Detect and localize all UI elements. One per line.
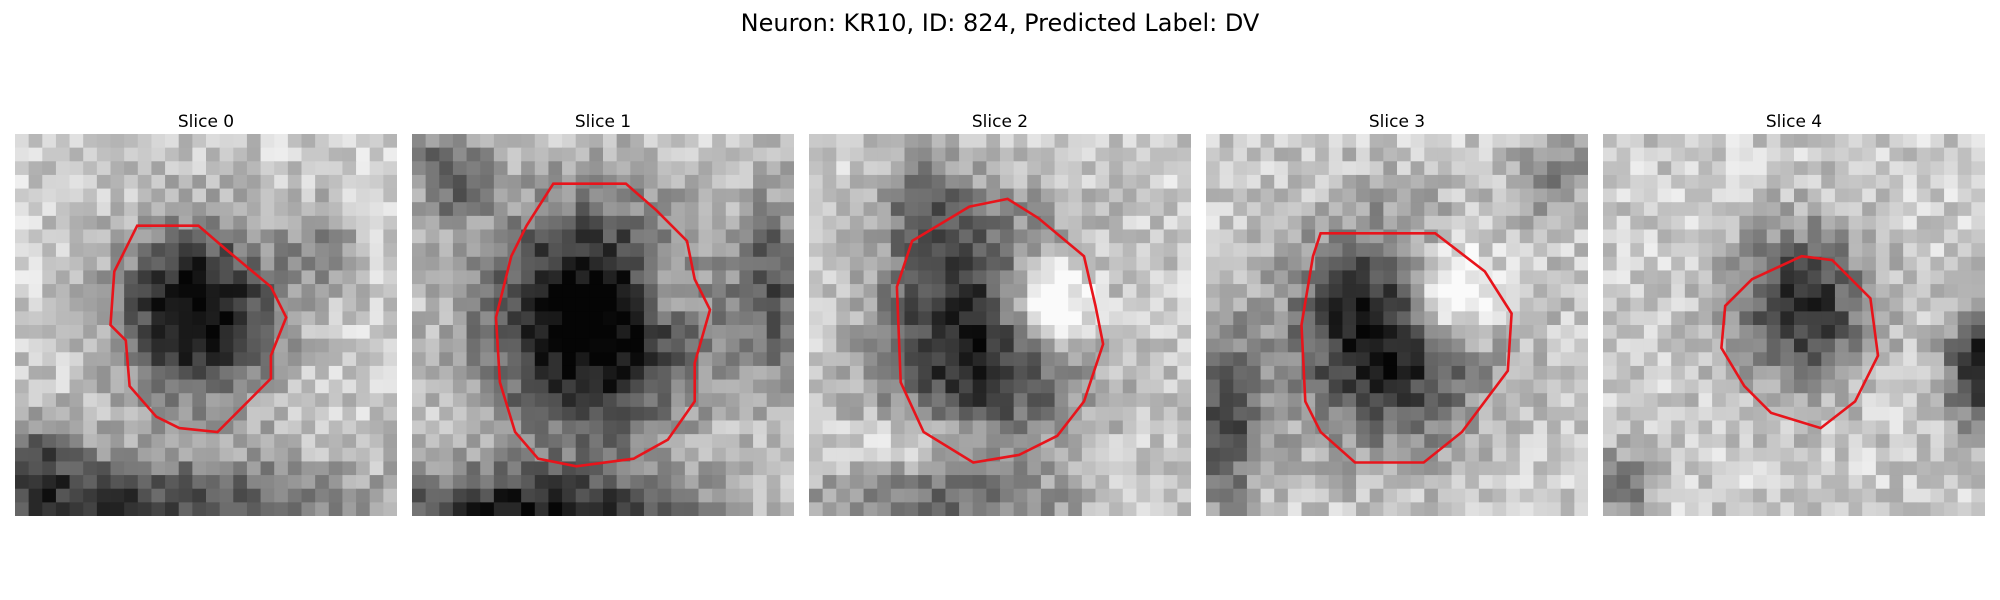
slice-title-1: Slice 1 [574,112,632,132]
neuron-contour-2 [895,197,1105,464]
slice-panel-4: Slice 4 [1603,110,1985,516]
slice-panel-0: Slice 0 [15,110,397,516]
slice-title-3: Slice 3 [1368,112,1426,132]
slice-title-0: Slice 0 [177,112,235,132]
neuron-contour-3 [1300,232,1513,464]
pixel-grid-0 [15,134,397,516]
pixel-grid-3 [1206,134,1588,516]
slice-title-4: Slice 4 [1765,112,1823,132]
neuron-contour-4 [1720,254,1880,430]
slice-title-2: Slice 2 [971,112,1029,132]
slice-image-4 [1603,134,1985,516]
slice-panel-2: Slice 2 [809,110,1191,516]
slice-panel-3: Slice 3 [1206,110,1588,516]
slice-panel-1: Slice 1 [412,110,794,516]
neuron-contour-1 [494,182,712,468]
pixel-grid-1 [412,134,794,516]
slice-image-2 [809,134,1191,516]
pixel-grid-4 [1603,134,1985,516]
slice-image-3 [1206,134,1588,516]
neuron-contour-0 [109,224,288,434]
pixel-grid-2 [809,134,1191,516]
slice-image-1 [412,134,794,516]
slice-image-0 [15,134,397,516]
figure-title: Neuron: KR10, ID: 824, Predicted Label: … [740,9,1260,37]
